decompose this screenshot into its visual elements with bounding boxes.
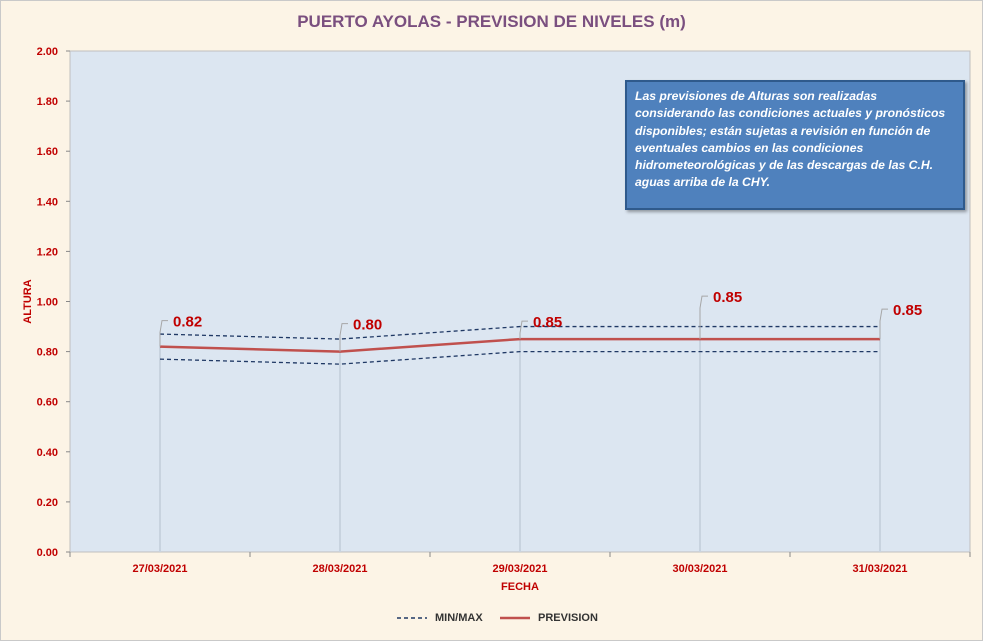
y-tick-label: 0.00 bbox=[37, 547, 58, 559]
y-axis-title: ALTURA bbox=[22, 279, 34, 323]
data-label-leader bbox=[159, 320, 168, 347]
legend-item-prevision: PREVISION bbox=[500, 612, 598, 624]
forecast-note: Las previsiones de Alturas son realizada… bbox=[625, 80, 965, 210]
y-tick-label: 1.60 bbox=[37, 146, 58, 158]
data-label-leader bbox=[699, 295, 708, 340]
y-tick-label: 2.00 bbox=[37, 46, 58, 58]
series-line-minmax-max bbox=[159, 325, 880, 340]
y-tick-label: 1.40 bbox=[37, 196, 58, 208]
y-tick-label: 0.40 bbox=[37, 447, 58, 459]
data-label: 0.85 bbox=[533, 314, 562, 331]
legend-swatch-minmax bbox=[397, 617, 427, 619]
data-label-leader bbox=[339, 323, 348, 352]
data-label-leader bbox=[519, 320, 528, 340]
legend-label-minmax: MIN/MAX bbox=[435, 612, 483, 624]
x-tick-label: 31/03/2021 bbox=[852, 563, 907, 575]
y-tick-label: 0.60 bbox=[37, 397, 58, 409]
y-tick-label: 1.00 bbox=[37, 297, 58, 309]
data-label: 0.85 bbox=[893, 302, 922, 319]
legend-item-minmax: MIN/MAX bbox=[397, 612, 483, 624]
y-tick-label: 0.80 bbox=[37, 347, 58, 359]
chart-title: PUERTO AYOLAS - PREVISION DE NIVELES (m) bbox=[297, 12, 686, 31]
x-tick-label: 29/03/2021 bbox=[492, 563, 547, 575]
legend-label-prevision: PREVISION bbox=[538, 612, 598, 624]
data-label: 0.82 bbox=[173, 314, 202, 331]
y-tick-label: 1.80 bbox=[37, 96, 58, 108]
x-axis-title: FECHA bbox=[501, 581, 539, 593]
x-tick-label: 28/03/2021 bbox=[312, 563, 367, 575]
x-tick-label: 30/03/2021 bbox=[672, 563, 727, 575]
data-label-leader bbox=[879, 308, 888, 340]
x-tick-label: 27/03/2021 bbox=[132, 563, 187, 575]
y-tick-label: 1.20 bbox=[37, 246, 58, 258]
legend-swatch-prevision bbox=[500, 616, 530, 620]
y-tick-label: 0.20 bbox=[37, 497, 58, 509]
data-label: 0.80 bbox=[353, 317, 382, 334]
series-line-minmax-min bbox=[159, 350, 880, 365]
data-label: 0.85 bbox=[713, 289, 742, 306]
